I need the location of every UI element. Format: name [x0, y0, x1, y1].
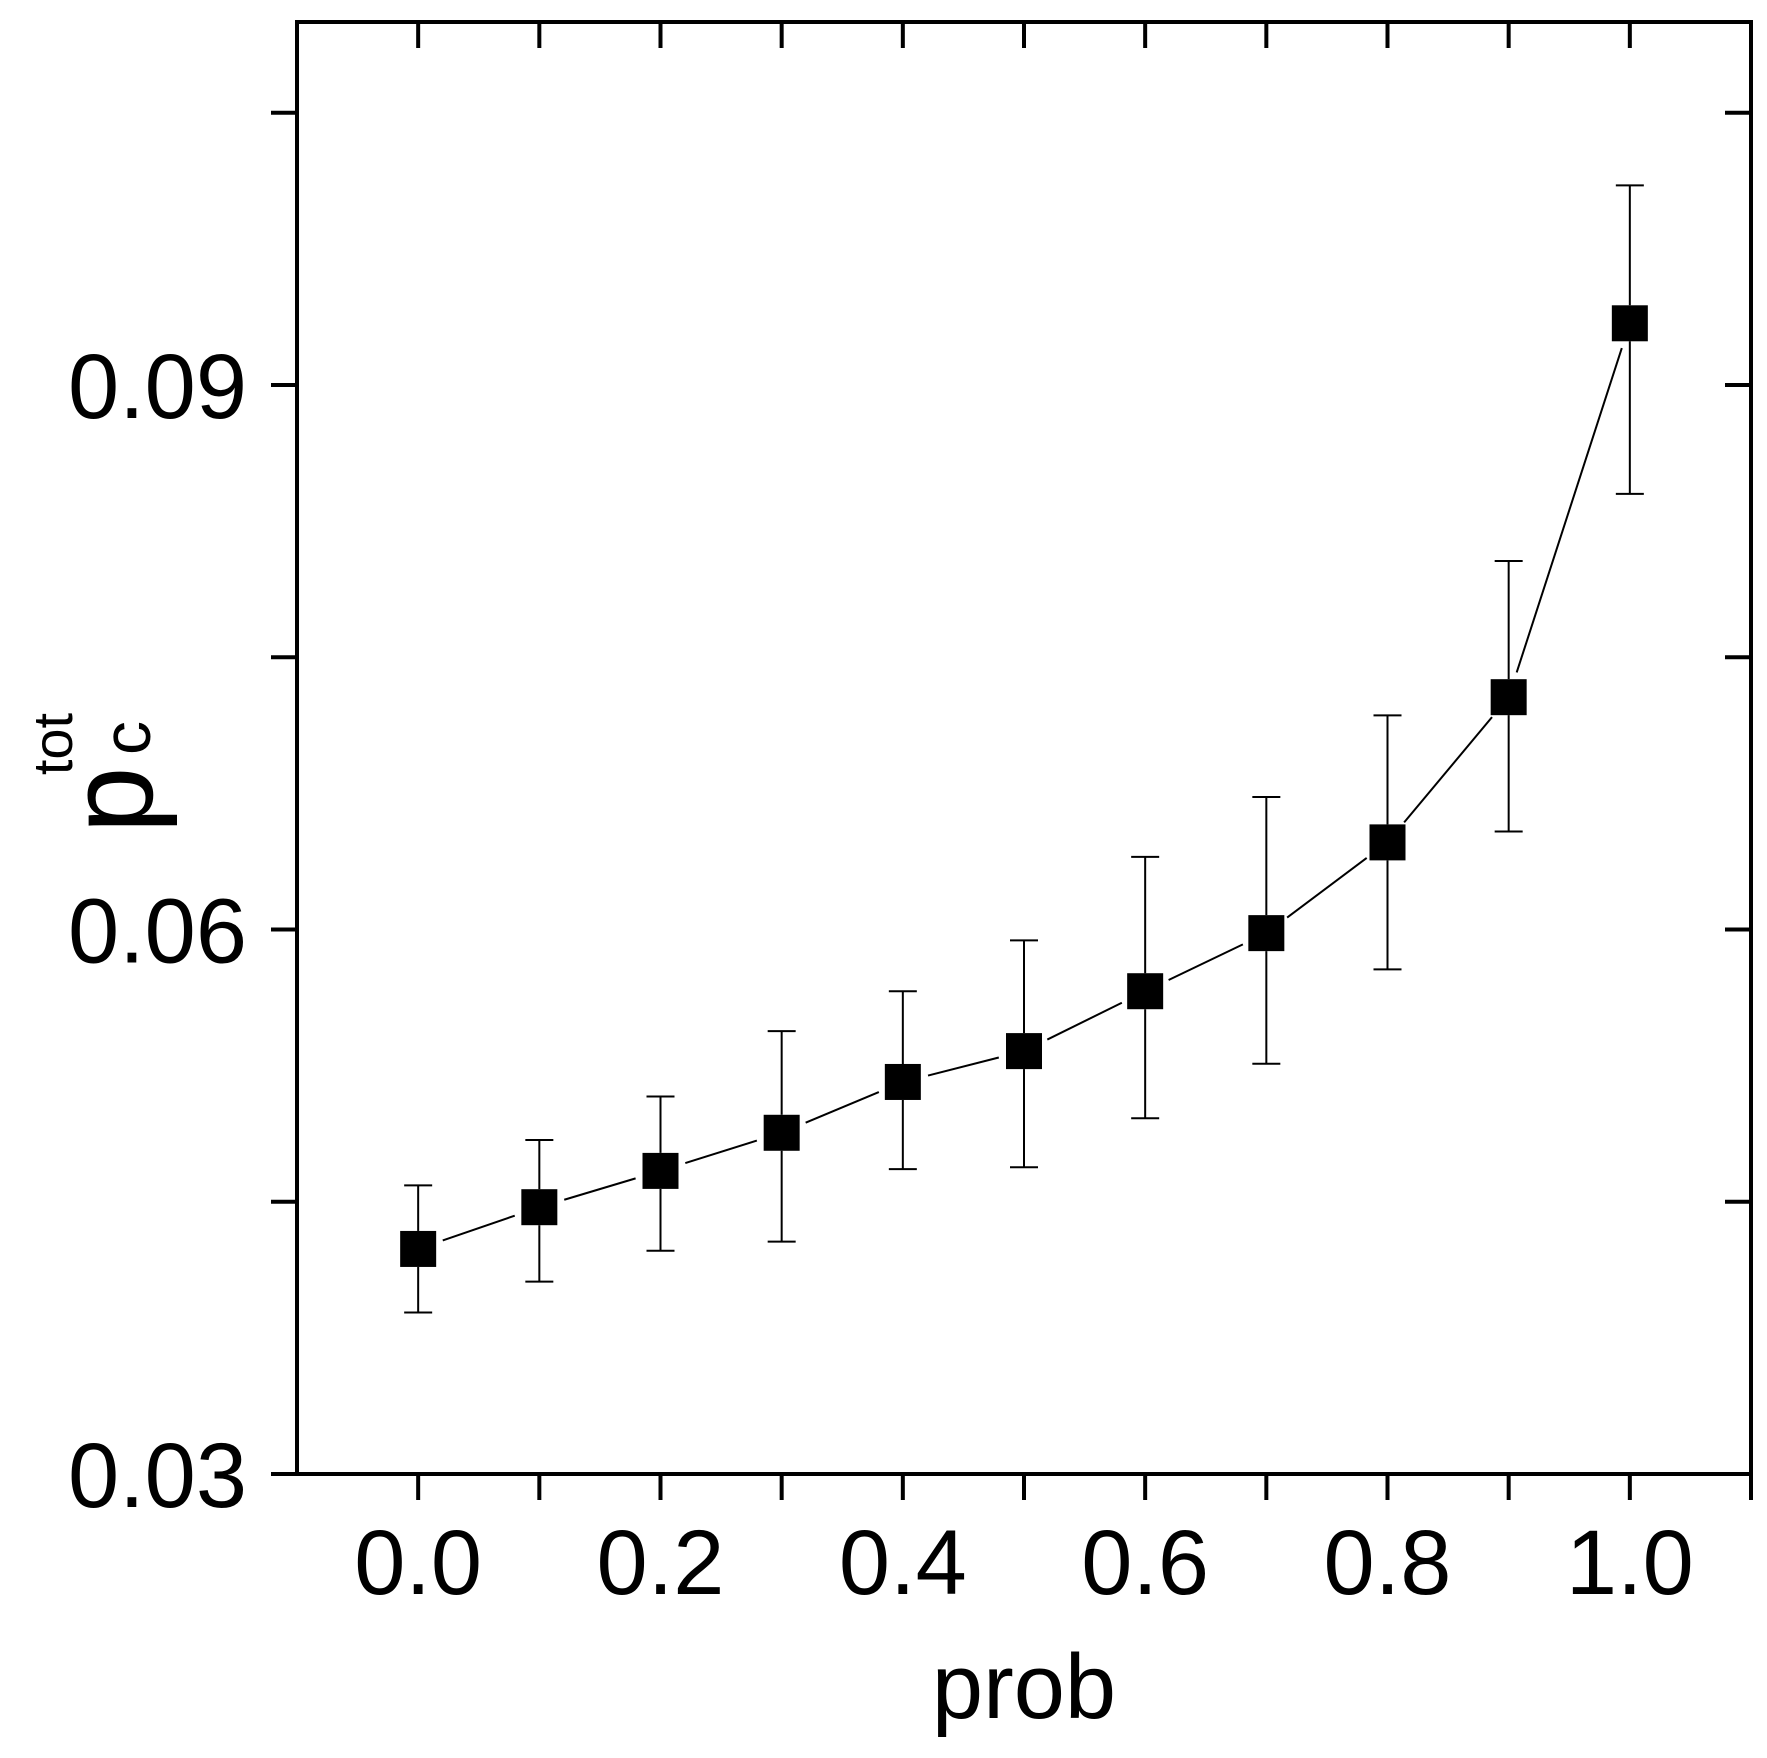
data-point — [1490, 679, 1527, 716]
data-point — [884, 1063, 921, 1100]
series-line — [563, 1177, 636, 1201]
x-tick-label: 0.8 — [1324, 1512, 1452, 1614]
data-point — [642, 1152, 679, 1189]
y-axis-title: p c tot — [21, 712, 178, 833]
tick-labels: 0.0 0.2 0.4 0.6 0.8 1.0 0.03 0.06 0.09 — [68, 336, 1694, 1614]
data-point — [1006, 1033, 1042, 1070]
y-axis-title-superscript: tot — [21, 712, 84, 775]
y-tick-label: 0.03 — [68, 1425, 247, 1527]
series-line — [1515, 347, 1623, 673]
x-tick-label: 1.0 — [1566, 1512, 1694, 1614]
series-line — [1046, 1001, 1123, 1041]
x-tick-label: 0.4 — [839, 1512, 967, 1614]
data-point — [763, 1114, 800, 1151]
series-line — [685, 1139, 758, 1165]
y-axis-title-subscript: c — [89, 721, 165, 755]
data-point — [521, 1189, 558, 1226]
data-point — [1611, 305, 1648, 342]
x-tick-label: 0.6 — [1081, 1512, 1209, 1614]
x-tick-label: 0.0 — [354, 1512, 482, 1614]
data-series — [400, 184, 1648, 1314]
data-point — [1127, 973, 1164, 1010]
y-tick-label: 0.09 — [68, 336, 247, 438]
axis-ticks — [271, 22, 1753, 1500]
x-axis-title: prob — [932, 1636, 1116, 1738]
data-point — [1248, 915, 1285, 952]
series-line — [805, 1091, 880, 1124]
data-point — [1369, 824, 1406, 861]
series-line — [1403, 716, 1493, 824]
series-line — [442, 1214, 516, 1242]
y-axis-title-base: p — [44, 767, 178, 834]
data-point — [400, 1230, 437, 1267]
series-line — [1168, 943, 1244, 981]
x-tick-label: 0.2 — [597, 1512, 725, 1614]
plot-frame — [295, 20, 1753, 1476]
series-line — [927, 1056, 1000, 1077]
series-line — [1286, 857, 1368, 919]
y-tick-label: 0.06 — [68, 881, 247, 983]
